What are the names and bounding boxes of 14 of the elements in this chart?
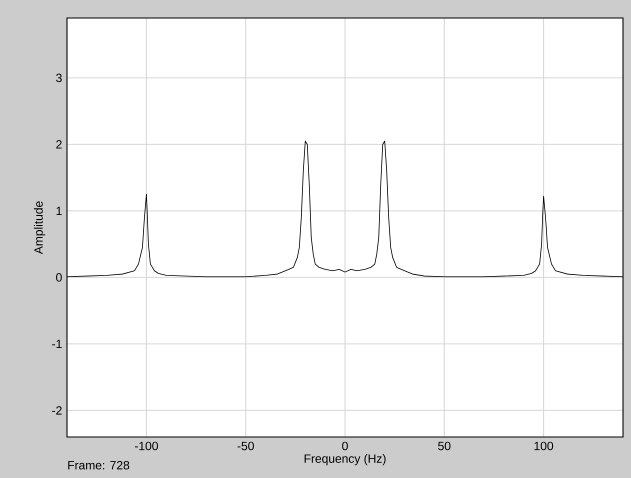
y-tick-label: 3 [56, 74, 62, 82]
y-tick-label: 2 [56, 140, 62, 149]
x-tick-label: -100 [134, 442, 158, 450]
x-tick-label: 100 [534, 442, 554, 450]
x-axis-title: Frequency (Hz) [304, 454, 386, 466]
y-tick-label: 1 [56, 206, 62, 216]
y-tick-label: -1 [52, 340, 62, 348]
x-tick-label: 50 [438, 442, 450, 450]
x-tick-label: -50 [238, 442, 254, 450]
y-tick-label: -2 [52, 406, 62, 415]
x-tick-label: 0 [342, 442, 348, 450]
y-tick-label: 0 [56, 273, 62, 282]
text: Frame: 728 [68, 460, 130, 470]
y-axis-title: Amplitude [34, 201, 46, 254]
